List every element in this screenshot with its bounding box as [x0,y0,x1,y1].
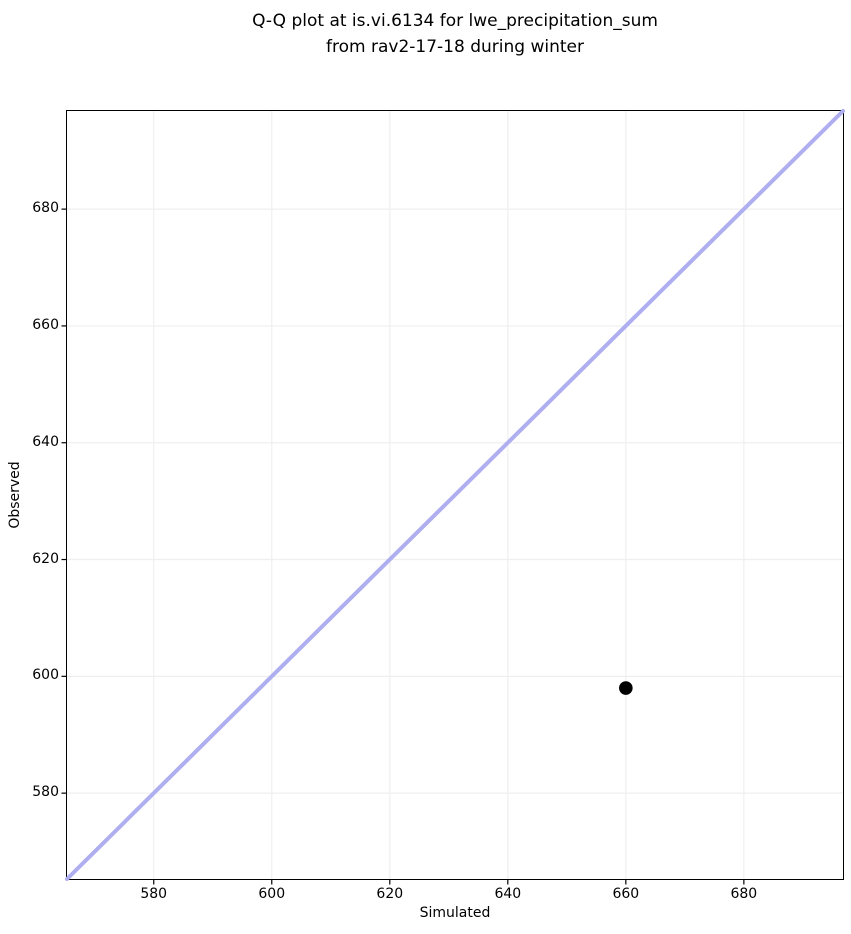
chart-title-line-1: Q-Q plot at is.vi.6134 for lwe_precipita… [252,11,658,31]
y-tick-label: 620 [32,550,59,567]
y-axis-label: Observed [7,461,23,529]
y-tick-label: 580 [32,784,59,801]
chart-title: Q-Q plot at is.vi.6134 for lwe_precipita… [67,8,843,60]
x-tick-label: 580 [140,886,168,902]
x-tick-label: 620 [376,886,404,902]
x-tick-label: 660 [612,886,640,902]
y-tick-label: 600 [32,667,59,684]
x-tick-label: 680 [730,886,758,902]
plot-area [61,109,845,885]
y-tick-label: 680 [32,200,59,217]
data-point [619,681,633,695]
x-axis-label: Simulated [419,905,491,921]
y-tick-label: 640 [32,433,59,450]
x-tick-label: 640 [494,886,522,902]
plot-canvas [61,109,845,885]
y-tick-label: 660 [32,316,59,333]
chart-title-line-2: from rav2-17-18 during winter [326,37,584,57]
x-tick-label: 600 [258,886,286,902]
identity-reference-line [65,109,845,881]
